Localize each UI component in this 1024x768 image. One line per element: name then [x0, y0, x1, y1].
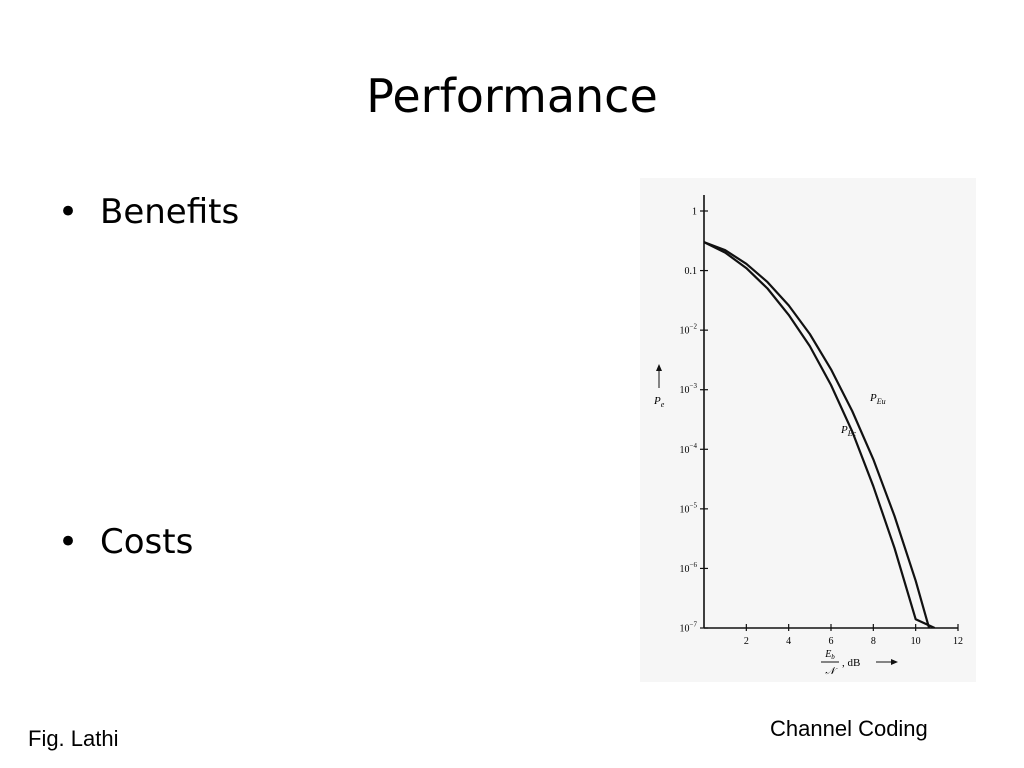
- bullet-text: Benefits: [100, 192, 240, 232]
- y-tick-label: 0.1: [685, 266, 698, 277]
- y-tick-exponent: −5: [690, 501, 698, 509]
- x-ticks: 2 4 6 8 10 12: [744, 624, 963, 647]
- y-axis-label: Pe: [653, 395, 665, 409]
- y-tick-label: 10−4: [680, 442, 698, 456]
- bullet-dot: •: [58, 522, 79, 562]
- bullet-costs: • Costs: [58, 516, 193, 568]
- bullet-text: Costs: [100, 522, 194, 562]
- series-label-peu: PEu: [869, 392, 886, 406]
- y-label-arrow-head: [656, 364, 662, 371]
- x-tick-label: 4: [786, 636, 791, 647]
- y-tick-label: 10−6: [680, 561, 698, 575]
- y-tick-label: 10−2: [680, 323, 698, 337]
- y-tick-exponent: −7: [690, 621, 698, 629]
- figure-credit: Fig. Lathi: [28, 726, 119, 751]
- y-tick-label: 10−5: [680, 501, 698, 515]
- series-line-peu: [704, 241, 950, 628]
- bullet-benefits: • Benefits: [58, 186, 239, 238]
- y-axis-label-subscript: e: [661, 400, 665, 409]
- series-line-pec: [704, 241, 936, 628]
- x-label-denominator: 𝒩: [825, 666, 838, 677]
- slide-title: Performance: [366, 69, 658, 123]
- x-tick-label: 12: [953, 636, 963, 647]
- x-tick-label: 2: [744, 636, 749, 647]
- x-tick-label: 6: [829, 636, 834, 647]
- y-tick-label: 10−7: [680, 621, 698, 635]
- error-probability-figure: 1 0.1 10−2 10−3 10−4 10−5 10−6 10−7 2 4 6 8 10 12 PE…: [640, 178, 976, 682]
- x-tick-label: 10: [911, 636, 921, 647]
- y-tick-exponent: −3: [690, 382, 698, 390]
- series-lines: [704, 241, 950, 628]
- y-tick-exponent: −4: [690, 442, 698, 450]
- y-tick-exponent: −6: [690, 561, 698, 569]
- x-label-numerator: Eb: [824, 649, 835, 661]
- chart-labels: PEu PEc Pe Eb 𝒩 , dB: [653, 364, 898, 677]
- error-probability-chart: 1 0.1 10−2 10−3 10−4 10−5 10−6 10−7 2 4 6 8 10 12 PE…: [653, 195, 963, 677]
- x-label-arrow-head: [891, 659, 898, 665]
- series-label-pec: PEc: [840, 424, 857, 438]
- x-label-numerator-subscript: b: [831, 653, 835, 661]
- series-label-pec-subscript: Ec: [847, 429, 857, 438]
- footer-topic: Channel Coding: [770, 716, 928, 741]
- y-tick-label: 1: [692, 207, 697, 218]
- bullet-dot: •: [58, 192, 79, 232]
- series-label-peu-subscript: Eu: [876, 397, 886, 406]
- y-tick-label: 10−3: [680, 382, 698, 396]
- x-label-unit: , dB: [842, 657, 860, 669]
- x-tick-label: 8: [871, 636, 876, 647]
- y-tick-exponent: −2: [690, 323, 698, 331]
